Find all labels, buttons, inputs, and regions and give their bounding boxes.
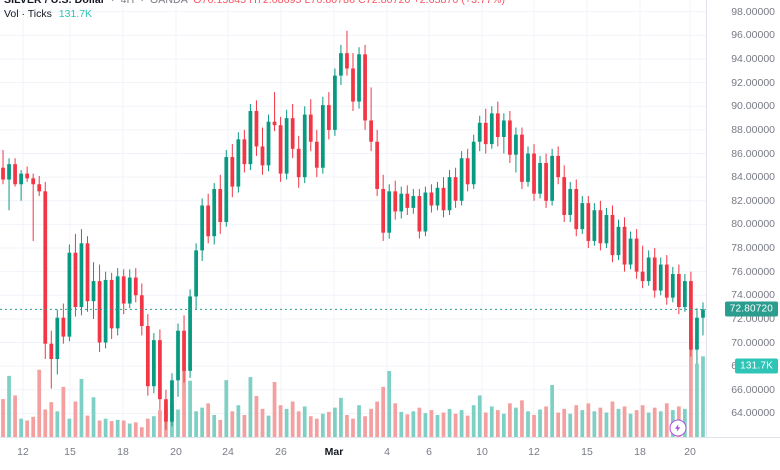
time-tick-label: 26 <box>275 446 287 458</box>
price-axis[interactable]: 98.00000 96.00000 94.00000 92.00000 90.00000… <box>706 0 780 437</box>
current-price-tag[interactable]: 72.80720 <box>724 301 778 317</box>
price-tick-label: 76.00000 <box>731 265 775 278</box>
volume-bars <box>1 339 705 437</box>
time-tick-label: 12 <box>528 446 540 458</box>
price-tick-label: 80.00000 <box>731 218 775 231</box>
time-tick-label: 10 <box>476 446 488 458</box>
time-tick-label: 15 <box>64 446 76 458</box>
time-tick-label: 18 <box>117 446 129 458</box>
price-tick-label: 74.00000 <box>731 289 775 302</box>
price-tick-label: 98.00000 <box>731 5 775 18</box>
time-tick-label: 6 <box>426 446 432 458</box>
current-volume-tag[interactable]: 131.7K <box>735 358 778 374</box>
price-tick-label: 92.00000 <box>731 76 775 89</box>
time-tick-label: 24 <box>222 446 234 458</box>
price-tick-label: 88.00000 <box>731 123 775 136</box>
time-tick-label: 12 <box>17 446 29 458</box>
time-tick-label: 18 <box>634 446 646 458</box>
price-tick-label: 86.00000 <box>731 147 775 160</box>
price-tick-label: 84.00000 <box>731 171 775 184</box>
grid-lines <box>0 0 706 437</box>
price-tick-label: 78.00000 <box>731 242 775 254</box>
lightning-bolt-glyph <box>675 424 681 432</box>
chart-plot-area[interactable] <box>0 0 706 437</box>
lightning-bolt-icon[interactable] <box>669 419 687 437</box>
price-tick-label: 90.00000 <box>731 100 775 113</box>
price-tick-label: 94.00000 <box>731 53 775 66</box>
candles <box>1 30 705 430</box>
candlestick-svg <box>0 0 706 437</box>
time-tick-label: 20 <box>170 446 182 458</box>
time-tick-label: 4 <box>384 446 390 458</box>
price-tick-label: 66.00000 <box>731 383 775 396</box>
price-tick-label: 64.00000 <box>731 407 775 420</box>
time-axis[interactable]: 12 15 18 20 24 26 Mar 4 6 10 12 15 18 20 <box>0 437 780 470</box>
time-tick-label: 15 <box>581 446 593 458</box>
price-tick-label: 96.00000 <box>731 29 775 42</box>
time-tick-label: Mar <box>324 446 344 458</box>
price-tick-label: 82.00000 <box>731 194 775 207</box>
time-tick-label: 20 <box>684 446 696 458</box>
price-tick-label: 70.00000 <box>731 336 775 349</box>
